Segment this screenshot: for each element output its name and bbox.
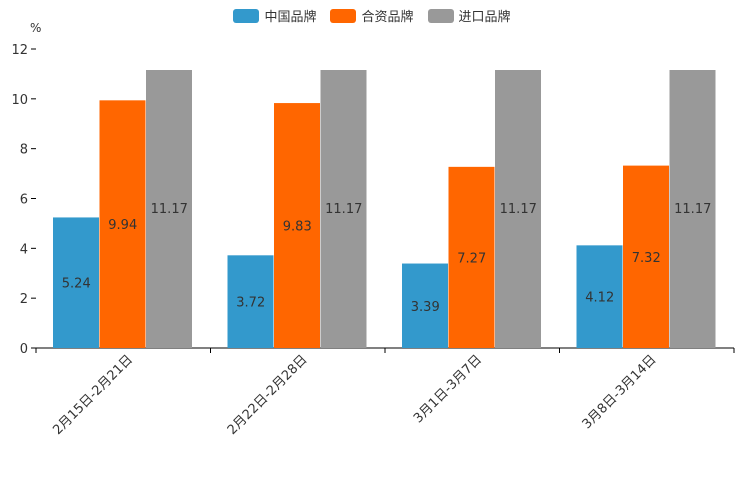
bar-1-0	[99, 100, 146, 348]
data-label-0-2: 3.39	[411, 300, 440, 315]
data-label-1-0: 9.94	[108, 218, 137, 233]
data-label-2-0: 11.17	[151, 202, 188, 217]
bar-1-3	[623, 165, 669, 348]
y-tick-label-6: 12	[11, 43, 28, 58]
bar-1-1	[274, 103, 320, 348]
y-tick-label-0: 0	[20, 342, 28, 357]
legend-label-china: 中国品牌	[264, 10, 317, 25]
data-label-1-3: 7.32	[632, 251, 661, 266]
bar-2-3	[669, 70, 716, 348]
data-label-2-2: 11.17	[500, 202, 537, 217]
bar-2-2	[495, 70, 541, 348]
bar-0-1	[227, 255, 274, 348]
legend-swatch-china	[233, 8, 260, 23]
data-label-1-2: 7.27	[457, 251, 486, 266]
y-axis-unit: %	[30, 21, 42, 35]
bar-2-1	[320, 70, 367, 348]
legend-swatch-import	[427, 8, 454, 23]
data-label-1-1: 9.83	[283, 220, 312, 235]
data-label-2-1: 11.17	[325, 202, 362, 217]
legend: 中国品牌 合资品牌 进口品牌	[0, 6, 744, 25]
y-tick-label-5: 10	[11, 93, 28, 108]
y-tick-label-4: 8	[20, 143, 28, 158]
bar-1-2	[448, 166, 495, 348]
x-tick-label-3: 3月8日-3月14日	[580, 352, 660, 432]
bar-0-0	[53, 217, 99, 348]
legend-swatch-jv	[330, 8, 357, 23]
legend-label-import: 进口品牌	[458, 10, 511, 25]
x-tick-label-0: 2月15日-2月21日	[50, 352, 136, 438]
bar-2-0	[146, 70, 192, 348]
x-tick-label-1: 2月22日-2月28日	[225, 352, 311, 438]
data-label-2-3: 11.17	[674, 202, 711, 217]
x-tick-label-2: 3月1日-3月7日	[411, 352, 485, 426]
legend-item-jv[interactable]: 合资品牌	[330, 6, 414, 25]
y-tick-label-1: 2	[20, 292, 28, 307]
data-label-0-3: 4.12	[585, 291, 614, 306]
bar-0-2	[402, 263, 448, 348]
y-tick-label-2: 4	[20, 242, 28, 257]
bar-0-3	[576, 245, 623, 348]
y-tick-label-3: 6	[20, 193, 28, 208]
data-label-0-0: 5.24	[62, 277, 91, 292]
legend-item-import[interactable]: 进口品牌	[427, 6, 511, 25]
data-label-0-1: 3.72	[236, 296, 265, 311]
legend-label-jv: 合资品牌	[361, 10, 414, 25]
legend-item-china[interactable]: 中国品牌	[233, 6, 316, 25]
